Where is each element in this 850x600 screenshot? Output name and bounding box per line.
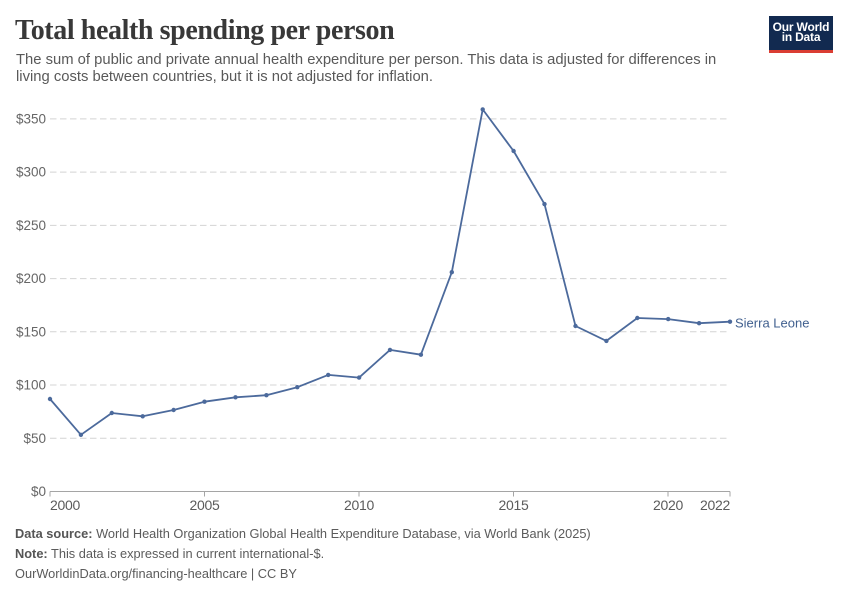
svg-text:2000: 2000 <box>50 497 80 513</box>
svg-text:$200: $200 <box>16 271 46 286</box>
svg-text:$50: $50 <box>23 431 46 446</box>
svg-text:$350: $350 <box>16 111 46 126</box>
svg-text:$300: $300 <box>16 165 46 180</box>
svg-text:2015: 2015 <box>499 497 529 513</box>
svg-text:$150: $150 <box>16 324 46 339</box>
svg-text:2022: 2022 <box>700 497 730 513</box>
svg-text:$250: $250 <box>16 218 46 233</box>
svg-text:$0: $0 <box>31 484 46 499</box>
svg-text:2005: 2005 <box>190 497 220 513</box>
svg-text:2010: 2010 <box>344 497 374 513</box>
svg-text:Sierra Leone: Sierra Leone <box>735 316 809 331</box>
svg-text:2020: 2020 <box>653 497 683 513</box>
svg-text:$100: $100 <box>16 378 46 393</box>
